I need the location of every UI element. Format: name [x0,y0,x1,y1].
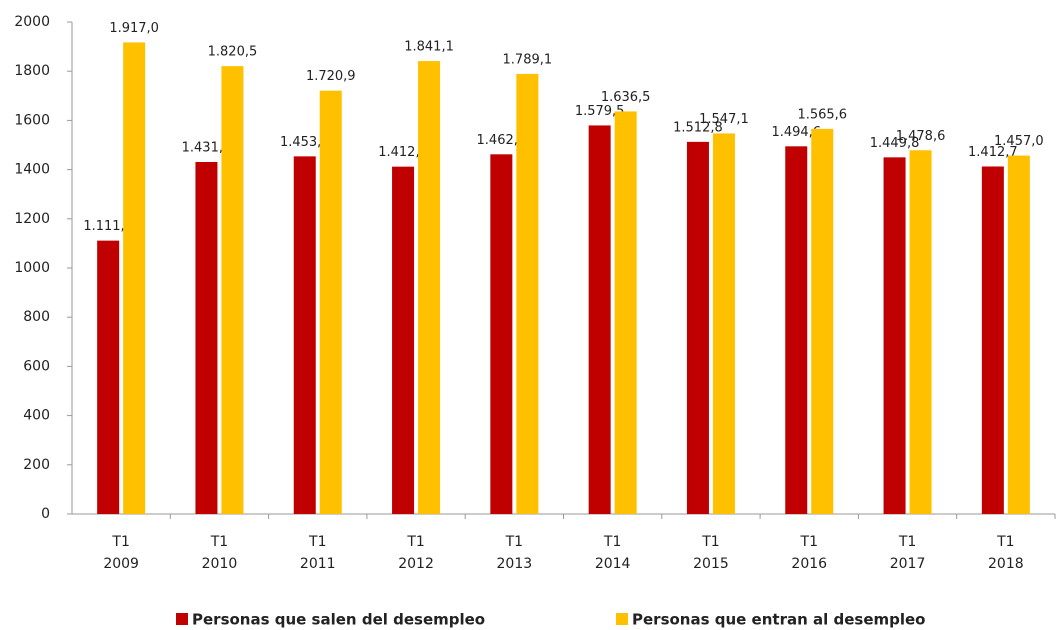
bar [785,146,808,514]
bar [195,161,218,514]
value-label: 1.917,0 [109,21,159,36]
y-tick-label: 1800 [14,63,50,79]
x-tick-label: T1 2016 [791,534,827,572]
y-tick-label: 1400 [14,162,50,178]
bar [686,141,709,514]
bar [418,61,441,514]
bar [490,154,513,514]
bar [123,42,146,514]
value-label: 1.494,6 [771,125,821,140]
value-label: 1.841,1 [404,40,454,55]
x-tick-label: T1 2012 [398,534,434,572]
value-label: 1.478,6 [896,129,946,144]
bar [293,156,316,514]
bar [319,90,342,514]
value-label: 1.457,0 [994,134,1044,149]
legend-label: Personas que entran al desempleo [632,611,926,629]
y-tick-label: 400 [23,408,50,424]
bar [712,133,735,515]
value-label: 1.579,5 [575,104,625,119]
bar [883,157,906,515]
value-label: 1.512,8 [673,120,723,135]
x-tick-label: T1 2013 [497,534,533,572]
x-tick-label: T1 2011 [300,534,336,572]
value-label: 1.111,3 [83,219,133,234]
y-tick-label: 2000 [14,14,50,30]
value-label: 1.720,9 [306,69,356,84]
value-label: 1.547,1 [699,112,749,127]
bar [909,150,932,514]
x-tick-label: T1 2010 [202,534,238,572]
bar [614,111,637,515]
y-tick-label: 1000 [14,260,50,276]
x-tick-label: T1 2018 [988,534,1024,572]
x-tick-label: T1 2017 [890,534,926,572]
value-label: 1.820,5 [208,45,258,60]
value-label: 1.412,0 [378,145,428,160]
x-tick-label: T1 2014 [595,534,631,572]
bar [1007,155,1030,514]
bar [392,166,415,514]
y-tick-label: 200 [23,457,50,473]
bar [811,128,834,514]
value-label: 1.462,1 [477,133,527,148]
value-label: 1.789,1 [503,52,553,67]
bar [221,66,244,515]
value-label: 1.449,8 [870,136,920,151]
value-label: 1.565,6 [797,107,847,122]
value-label: 1.453,8 [280,135,330,150]
x-tick-label: T1 2009 [103,534,139,572]
value-label: 1.636,5 [601,90,651,105]
bar [516,73,539,514]
y-tick-label: 800 [23,309,50,325]
bar [981,166,1004,514]
y-tick-label: 1200 [14,211,50,227]
legend-swatch [616,613,628,625]
x-tick-label: T1 2015 [693,534,729,572]
y-tick-label: 1600 [14,112,50,128]
bar [588,125,611,515]
legend-swatch [176,613,188,625]
value-label: 1.412,7 [968,145,1018,160]
y-tick-label: 0 [41,506,50,522]
legend-label: Personas que salen del desempleo [192,611,485,629]
y-tick-label: 600 [23,358,50,374]
bar [97,240,120,515]
value-label: 1.431,0 [182,140,232,155]
